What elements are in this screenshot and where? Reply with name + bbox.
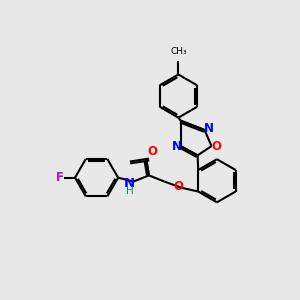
Text: H: H bbox=[126, 186, 134, 196]
Text: F: F bbox=[56, 171, 64, 184]
Text: O: O bbox=[211, 140, 221, 153]
Text: CH₃: CH₃ bbox=[171, 47, 188, 56]
Text: O: O bbox=[148, 146, 158, 158]
Text: N: N bbox=[124, 177, 135, 190]
Text: N: N bbox=[203, 122, 213, 135]
Text: N: N bbox=[172, 140, 182, 153]
Text: O: O bbox=[173, 180, 183, 193]
